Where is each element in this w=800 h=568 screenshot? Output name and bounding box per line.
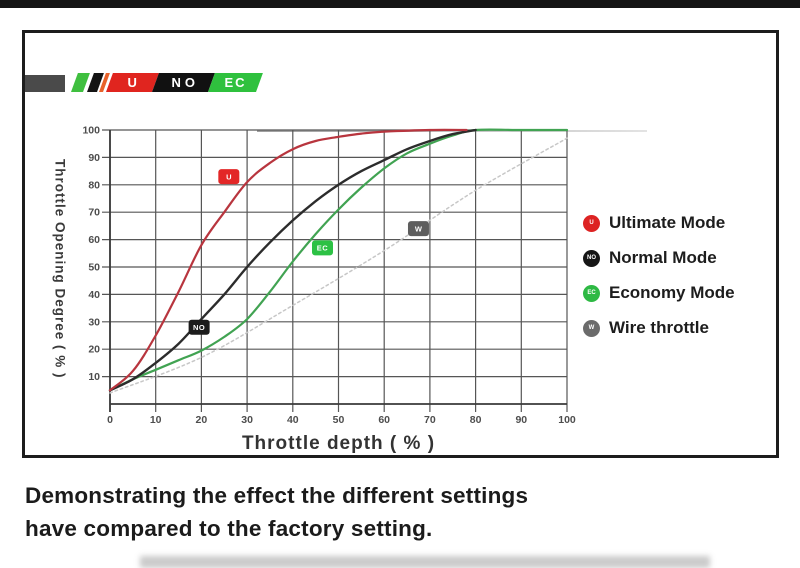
svg-text:90: 90 bbox=[515, 414, 527, 426]
x-axis-title: Throttle depth ( % ) bbox=[241, 433, 436, 454]
svg-text:NO: NO bbox=[193, 323, 205, 332]
cropped-content-strip bbox=[140, 556, 710, 568]
svg-text:60: 60 bbox=[88, 234, 100, 246]
svg-text:80: 80 bbox=[88, 179, 100, 191]
economy-mode-badge-icon: EC bbox=[583, 284, 600, 302]
svg-text:10: 10 bbox=[88, 371, 100, 383]
caption-line-1: Demonstrating the effect the different s… bbox=[25, 483, 529, 508]
brand-banner: U NO EC bbox=[25, 73, 776, 132]
throttle-chart: 0 10 20 30 40 50 60 70 80 90 100 10 20 30 40 50 60 70 80 90… bbox=[25, 33, 776, 455]
svg-text:W: W bbox=[415, 224, 423, 233]
svg-text:40: 40 bbox=[88, 289, 100, 301]
y-axis-title: Throttle Opening Degree ( % ) bbox=[52, 159, 68, 379]
legend-label: Economy Mode bbox=[609, 283, 735, 302]
chart-legend: U Ultimate Mode NO Normal Mode EC Econom… bbox=[583, 212, 735, 339]
legend-item-normal: NO Normal Mode bbox=[583, 247, 735, 269]
svg-text:20: 20 bbox=[196, 414, 208, 426]
normal-mode-badge-icon: NO bbox=[583, 249, 600, 267]
svg-text:100: 100 bbox=[558, 414, 576, 426]
legend-item-ultimate: U Ultimate Mode bbox=[583, 212, 735, 234]
svg-text:50: 50 bbox=[88, 262, 100, 274]
legend-item-wire: W Wire throttle bbox=[583, 317, 735, 339]
svg-text:80: 80 bbox=[470, 414, 482, 426]
ultimate-mode-badge-icon: U bbox=[583, 214, 600, 232]
legend-item-economy: EC Economy Mode bbox=[583, 282, 735, 304]
svg-text:40: 40 bbox=[287, 414, 299, 426]
banner-underline bbox=[257, 130, 647, 132]
svg-text:100: 100 bbox=[82, 125, 100, 137]
svg-text:10: 10 bbox=[150, 414, 162, 426]
caption-line-2: have compared to the factory setting. bbox=[25, 516, 433, 541]
throttle-chart-svg: 0 10 20 30 40 50 60 70 80 90 100 10 20 30 40 50 60 70 80 90… bbox=[82, 125, 576, 427]
top-border-bar bbox=[0, 0, 800, 8]
figure-frame: U NO EC Throttle Opening Degree ( % ) 0 1… bbox=[22, 30, 779, 458]
svg-text:50: 50 bbox=[333, 414, 345, 426]
wire-throttle-badge-icon: W bbox=[583, 319, 600, 337]
svg-text:U: U bbox=[226, 172, 231, 181]
banner-gray-bar bbox=[25, 75, 65, 92]
svg-text:EC: EC bbox=[317, 244, 329, 253]
svg-text:20: 20 bbox=[88, 344, 100, 356]
svg-text:60: 60 bbox=[378, 414, 390, 426]
figure-caption: Demonstrating the effect the different s… bbox=[25, 479, 585, 545]
legend-label: Normal Mode bbox=[609, 248, 717, 267]
legend-label: Ultimate Mode bbox=[609, 213, 726, 232]
legend-label: Wire throttle bbox=[609, 318, 709, 337]
svg-text:70: 70 bbox=[424, 414, 436, 426]
svg-text:30: 30 bbox=[88, 316, 100, 328]
svg-text:90: 90 bbox=[88, 152, 100, 164]
svg-text:0: 0 bbox=[107, 414, 113, 426]
svg-text:70: 70 bbox=[88, 207, 100, 219]
svg-text:30: 30 bbox=[241, 414, 253, 426]
